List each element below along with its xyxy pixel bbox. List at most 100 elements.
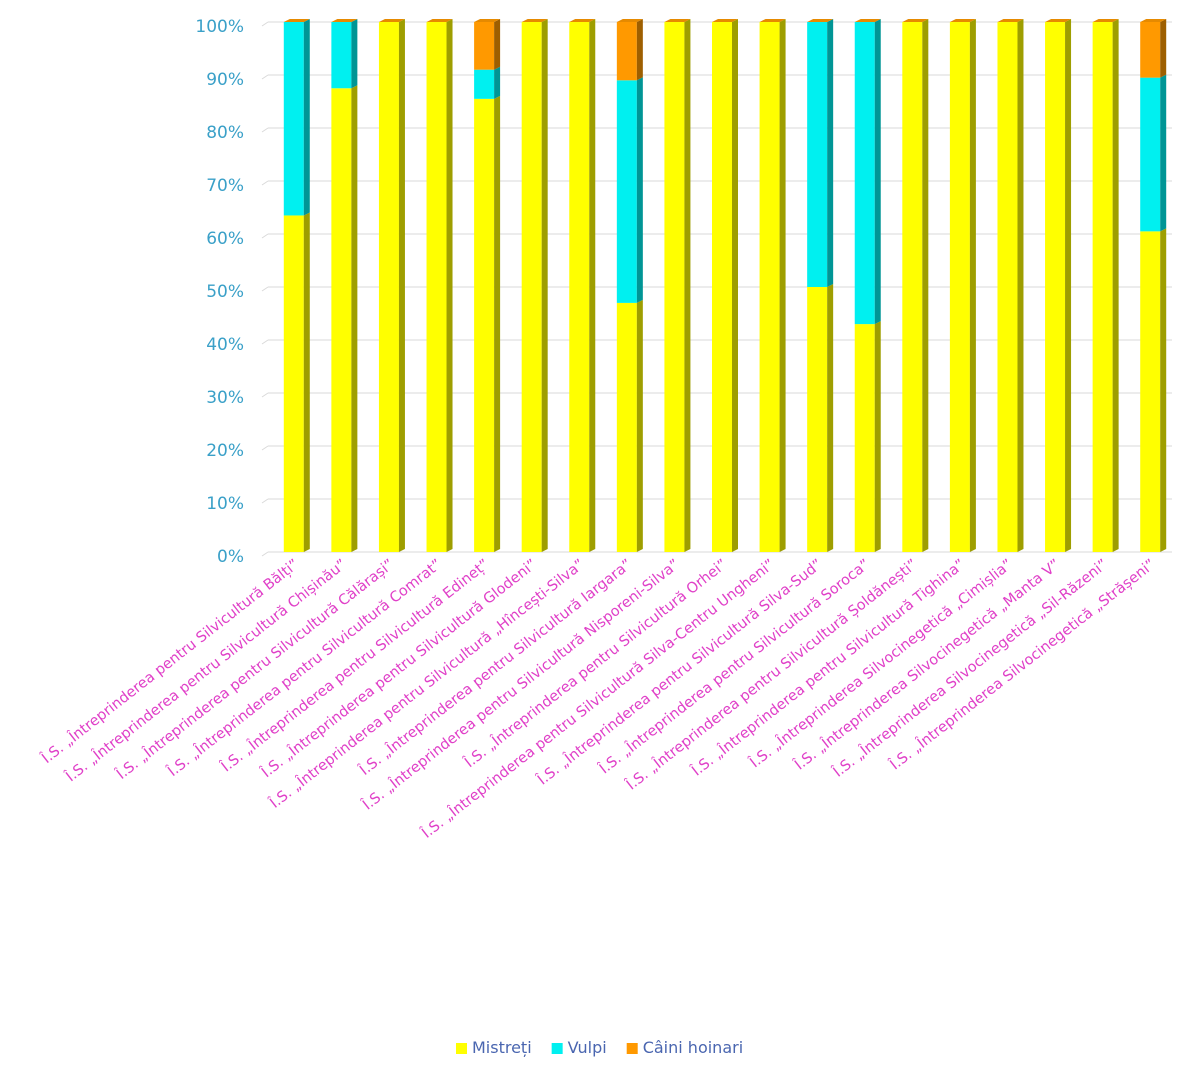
bar-top-cap	[426, 19, 453, 22]
bar-segment	[331, 88, 352, 552]
y-tick-label: 0%	[217, 547, 244, 567]
bar-segment-side	[398, 19, 405, 552]
bar-segment	[426, 22, 447, 552]
bar-segment-side	[636, 299, 643, 552]
bar-segment	[1045, 22, 1066, 552]
legend-swatch	[551, 1043, 563, 1054]
y-axis: 0% 10% 20% 30% 40% 50% 60% 70% 80% 90% 100%	[195, 17, 244, 567]
bar-segment	[616, 302, 637, 552]
bar-segment-side	[1112, 19, 1119, 552]
bar-top-cap	[997, 19, 1024, 22]
bar-top-cap	[474, 19, 501, 22]
bar-top-cap	[807, 19, 834, 22]
y-tick-label: 60%	[206, 229, 244, 249]
bar-segment-side	[732, 19, 738, 552]
bar-segment-side	[541, 19, 548, 552]
bar-segment	[474, 98, 495, 552]
legend: Mistreți Vulpi Câini hoinari	[456, 1038, 743, 1057]
y-tick-label: 30%	[206, 388, 244, 408]
bar-segment	[616, 22, 637, 81]
bar-segment	[474, 22, 495, 70]
bar-segment	[712, 22, 732, 552]
gridline-depth	[261, 498, 269, 504]
bar-top-cap	[569, 19, 596, 22]
bar-top-cap	[854, 19, 881, 22]
bar-top-cap	[1092, 19, 1119, 22]
bar-segment-side	[827, 284, 834, 552]
bar-segment	[854, 22, 875, 325]
bar-segment	[997, 22, 1018, 552]
bar-segment	[1140, 22, 1161, 78]
legend-label: Vulpi	[568, 1038, 607, 1057]
bar-segment	[807, 287, 828, 552]
y-tick-label: 10%	[206, 494, 244, 514]
bar-top-cap	[283, 19, 310, 22]
y-tick-label: 90%	[206, 70, 244, 90]
bar-top-cap	[521, 19, 548, 22]
gridline-depth	[261, 392, 269, 398]
gridline-depth	[261, 445, 269, 451]
bar-top-cap	[331, 19, 358, 22]
bar-segment-side	[1160, 74, 1167, 232]
bar-segment-side	[494, 66, 501, 99]
gridline-depth	[261, 74, 269, 80]
bar-segment-side	[922, 19, 929, 552]
y-tick-label: 20%	[206, 441, 244, 461]
bar-segment	[807, 22, 828, 287]
gridline-depth	[261, 286, 269, 292]
bar-segment	[521, 22, 542, 552]
legend-swatch	[456, 1043, 467, 1054]
bar-segment	[759, 22, 780, 552]
y-tick-label: 100%	[195, 17, 244, 37]
gridline-depth	[261, 180, 269, 186]
bar-segment-side	[1160, 19, 1167, 78]
bar-segment	[949, 22, 970, 552]
legend-label: Câini hoinari	[643, 1038, 743, 1057]
bar-segment	[616, 80, 637, 303]
bar-segment	[902, 22, 923, 552]
bar-segment-side	[303, 19, 310, 216]
bar-segment-side	[446, 19, 453, 552]
bar-segment	[283, 22, 304, 216]
bar-top-cap	[759, 19, 786, 22]
bar-segment-side	[874, 19, 881, 325]
bar-segment	[664, 22, 685, 552]
bar-segment-side	[1065, 19, 1072, 552]
bar-segment	[854, 324, 875, 552]
bar-top-cap	[902, 19, 929, 22]
y-tick-label: 40%	[206, 335, 244, 355]
y-tick-label: 50%	[206, 282, 244, 302]
bar-segment	[283, 215, 304, 552]
bar-segment-side	[636, 19, 643, 81]
y-tick-label: 80%	[206, 123, 244, 143]
bar-segment	[1092, 22, 1113, 552]
gridline-depth	[261, 21, 269, 27]
bar-top-cap	[1045, 19, 1072, 22]
gridline-depth	[261, 551, 269, 557]
bar-segment	[1140, 77, 1161, 232]
y-tick-label: 70%	[206, 176, 244, 196]
bar-top-cap	[949, 19, 976, 22]
bar-segment-side	[779, 19, 786, 552]
bar-segment	[474, 69, 495, 99]
legend-label: Mistreți	[472, 1038, 532, 1057]
bar-segment-side	[351, 85, 358, 552]
bar-segment	[1140, 231, 1161, 552]
x-axis: Î.S. „Întreprinderea pentru Silvicultură…	[37, 555, 1159, 842]
gridline-depth	[261, 233, 269, 239]
bar-segment-side	[303, 212, 310, 552]
bar-top-cap	[712, 19, 738, 22]
bar-segment-side	[969, 19, 976, 552]
bar-segment-side	[351, 19, 358, 89]
bar-top-cap	[1140, 19, 1167, 22]
bar-segment-side	[494, 95, 501, 552]
bar-segment-side	[494, 19, 501, 70]
bar-segment-side	[684, 19, 691, 552]
bars	[283, 19, 1167, 552]
bar-top-cap	[616, 19, 643, 22]
bar-segment-side	[636, 77, 643, 303]
gridline-depth	[261, 127, 269, 133]
bar-top-cap	[378, 19, 405, 22]
